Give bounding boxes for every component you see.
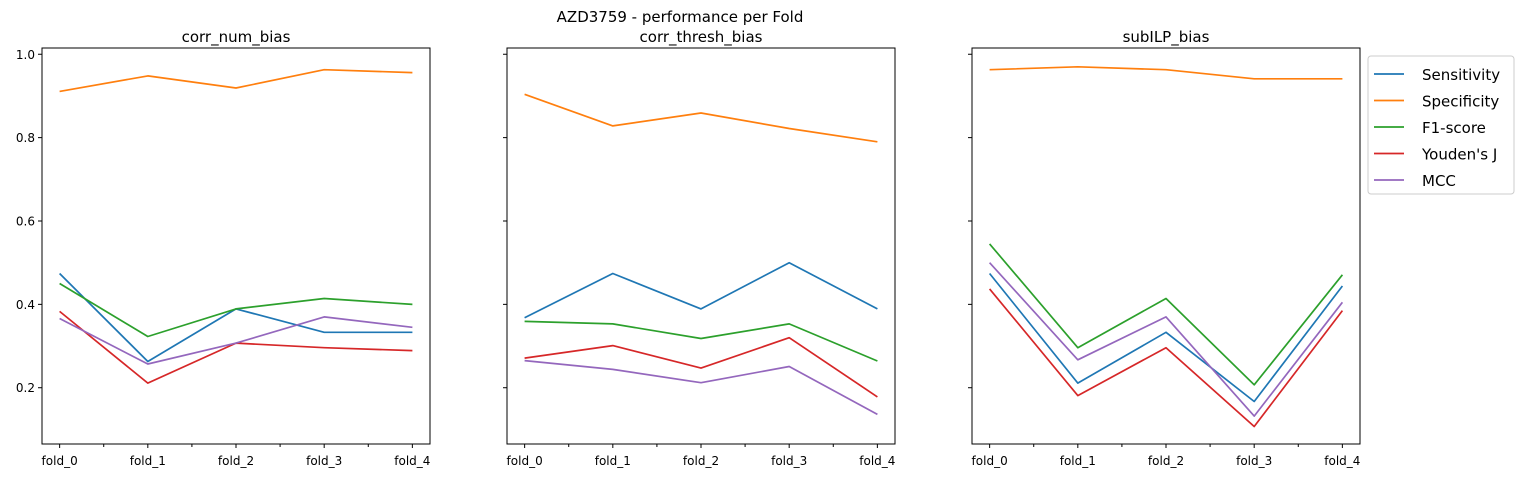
series-line-sensitivity — [524, 261, 878, 319]
subplot-title: subILP_bias — [1123, 28, 1210, 47]
legend-frame — [1367, 55, 1515, 195]
axes-frame — [506, 47, 896, 445]
legend-label: Sensitivity — [1422, 66, 1500, 84]
x-tick-label: fold_4 — [1324, 454, 1360, 468]
subplot-2: corr_thresh_bias fold_0 fold_1 fold_2 fold_3… — [503, 28, 896, 468]
y-tick-label: 1.0 — [16, 48, 35, 62]
y-tick-label: 0.6 — [16, 214, 35, 228]
x-tick-label: fold_0 — [42, 454, 78, 468]
series-line-youden-s-j — [59, 310, 413, 384]
x-tick-label: fold_2 — [683, 454, 719, 468]
axes-frame — [41, 47, 431, 445]
y-tick-label: 0.2 — [16, 381, 35, 395]
legend-label: MCC — [1422, 172, 1456, 190]
series-line-youden-s-j — [524, 336, 878, 398]
x-tick-label: fold_2 — [218, 454, 254, 468]
series-line-specificity — [524, 93, 878, 143]
figure-title: AZD3759 - performance per Fold — [556, 8, 804, 26]
series-line-mcc — [988, 262, 1344, 417]
x-tick-label: fold_2 — [1148, 454, 1184, 468]
x-tick-label: fold_0 — [507, 454, 543, 468]
x-tick-label: fold_0 — [972, 454, 1008, 468]
y-tick-label: 0.8 — [16, 131, 35, 145]
x-tick-label: fold_3 — [306, 454, 342, 468]
x-tick-label: fold_3 — [1236, 454, 1272, 468]
subplot-1: corr_num_bias 0.2 0.4 0.6 0.8 1.0 fold_0 fold_1… — [16, 28, 431, 468]
x-tick-label: fold_3 — [771, 454, 807, 468]
series-line-sensitivity — [988, 272, 1344, 403]
series-line-mcc — [524, 359, 878, 416]
series-line-specificity — [989, 65, 1343, 80]
axes-frame — [971, 47, 1361, 445]
legend: Sensitivity Specificity F1-score Youden's J… — [1367, 55, 1515, 195]
subplot-title: corr_thresh_bias — [640, 28, 763, 47]
series-line-specificity — [59, 68, 413, 93]
legend-label: F1-score — [1422, 119, 1486, 137]
x-tick-label: fold_1 — [1060, 454, 1096, 468]
subplot-3: subILP_bias fold_0 fold_1 fold_2 fold_3 fold_… — [968, 28, 1361, 468]
x-tick-label: fold_1 — [595, 454, 631, 468]
x-tick-label: fold_4 — [394, 454, 430, 468]
series-line-mcc — [59, 316, 413, 365]
subplot-title: corr_num_bias — [182, 28, 291, 47]
series-line-f1-score — [59, 282, 413, 338]
series-line-youden-s-j — [988, 288, 1344, 428]
x-tick-label: fold_1 — [130, 454, 166, 468]
x-tick-label: fold_4 — [859, 454, 895, 468]
y-tick-label: 0.4 — [16, 298, 35, 312]
legend-label: Youden's J — [1421, 146, 1497, 164]
series-line-f1-score — [988, 243, 1344, 386]
legend-label: Specificity — [1422, 93, 1499, 111]
series-line-f1-score — [524, 320, 878, 362]
